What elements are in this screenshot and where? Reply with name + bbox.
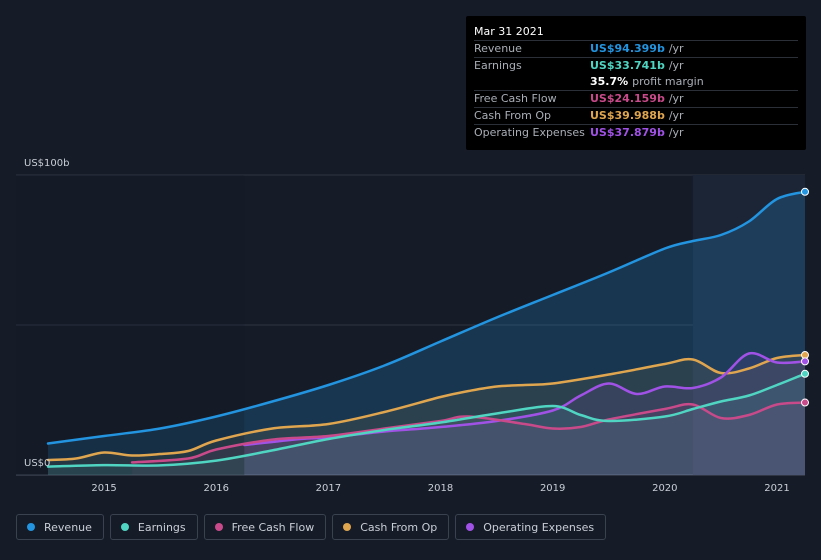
tooltip-unit: /yr: [668, 109, 684, 122]
tooltip-row-cfo: Cash From Op US$39.988b /yr: [474, 107, 798, 124]
tooltip-margin-text: profit margin: [632, 75, 704, 88]
legend-label: Cash From Op: [360, 520, 438, 534]
x-tick-label: 2018: [428, 483, 453, 494]
legend-item-operating-expenses[interactable]: Operating Expenses: [455, 514, 607, 540]
point-operating-expenses: [801, 357, 809, 366]
past-shade: [16, 175, 245, 475]
y-axis-bottom-label: US$0: [24, 458, 50, 469]
tooltip-label: [474, 74, 590, 90]
tooltip-value: US$94.399b: [590, 42, 665, 55]
legend-label: Earnings: [137, 520, 186, 534]
tooltip-unit: /yr: [668, 59, 684, 72]
tooltip-label: Revenue: [474, 42, 522, 55]
tooltip-label: Free Cash Flow: [474, 92, 557, 105]
tooltip-row-opex: Operating Expenses US$37.879b /yr: [474, 124, 798, 141]
point-free-cash-flow: [801, 398, 809, 407]
forecast-highlight-rect: [692, 175, 805, 475]
tooltip-row-margin: 35.7% profit margin: [474, 74, 798, 90]
area-revenue: [48, 191, 805, 476]
x-axis-ticks: 2015 2016 2017 2018 2019 2020 2021: [91, 483, 789, 494]
tooltip-value: US$24.159b: [590, 92, 665, 105]
line-revenue: [46, 190, 807, 445]
area-operating-expenses: [244, 353, 806, 475]
line-earnings: [46, 372, 807, 468]
x-tick-label: 2020: [652, 483, 677, 494]
free-cash-flow-dot-icon: [214, 523, 223, 531]
x-tick-label: 2016: [203, 483, 228, 494]
tooltip-unit: /yr: [668, 42, 684, 55]
legend-label: Revenue: [44, 520, 92, 534]
revenue-dot-icon: [27, 523, 35, 531]
tooltip-unit: /yr: [668, 92, 684, 105]
gridlines: [16, 174, 805, 476]
tooltip-value: US$39.988b: [590, 109, 665, 122]
area-earnings: [48, 373, 805, 475]
point-earnings: [801, 369, 809, 378]
tooltip-label: Cash From Op: [474, 109, 552, 122]
series-lines: [46, 190, 807, 468]
x-tick-label: 2017: [316, 483, 341, 494]
line-cash-from-op: [46, 353, 807, 462]
x-tick-label: 2021: [764, 483, 789, 494]
tooltip-value: US$37.879b: [590, 126, 665, 139]
y-axis-top-label: US$100b: [24, 158, 69, 169]
legend-label: Free Cash Flow: [231, 520, 315, 534]
tooltip-margin-value: 35.7%: [590, 75, 629, 88]
line-free-cash-flow: [130, 401, 807, 464]
legend-item-revenue[interactable]: Revenue: [16, 514, 104, 540]
legend-label: Operating Expenses: [483, 520, 595, 534]
tooltip-row-fcf: Free Cash Flow US$24.159b /yr: [474, 90, 798, 107]
legend-item-earnings[interactable]: Earnings: [109, 514, 198, 540]
cash-from-op-dot-icon: [343, 523, 352, 531]
tooltip-value: US$33.741b: [590, 59, 665, 72]
tooltip-label: Earnings: [474, 59, 522, 72]
legend: Revenue Earnings Free Cash Flow Cash Fro…: [16, 514, 607, 542]
operating-expenses-dot-icon: [466, 523, 475, 531]
tooltip-unit: /yr: [668, 126, 684, 139]
forecast-highlight: [692, 175, 805, 475]
series-endpoints: [801, 187, 809, 407]
x-tick-label: 2019: [540, 483, 565, 494]
earnings-dot-icon: [120, 523, 129, 531]
tooltip-panel: Mar 31 2021 Revenue US$94.399b /yr Earni…: [466, 16, 806, 150]
tooltip-date: Mar 31 2021: [474, 25, 544, 38]
legend-item-free-cash-flow[interactable]: Free Cash Flow: [203, 514, 327, 540]
legend-item-cash-from-op[interactable]: Cash From Op: [332, 514, 450, 540]
tooltip-label: Operating Expenses: [474, 126, 585, 139]
point-revenue: [801, 187, 809, 196]
tooltip-row-revenue: Revenue US$94.399b /yr: [474, 40, 798, 57]
tooltip-row-earnings: Earnings US$33.741b /yr: [474, 57, 798, 74]
x-tick-label: 2015: [91, 483, 116, 494]
